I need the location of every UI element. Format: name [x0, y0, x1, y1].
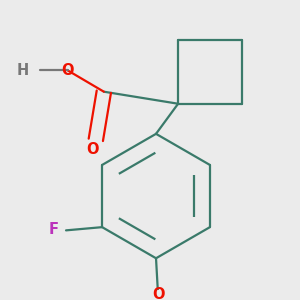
Text: H: H: [16, 63, 28, 78]
Text: O: O: [86, 142, 99, 158]
Text: O: O: [153, 287, 165, 300]
Text: O: O: [61, 63, 74, 78]
Text: F: F: [49, 222, 59, 237]
